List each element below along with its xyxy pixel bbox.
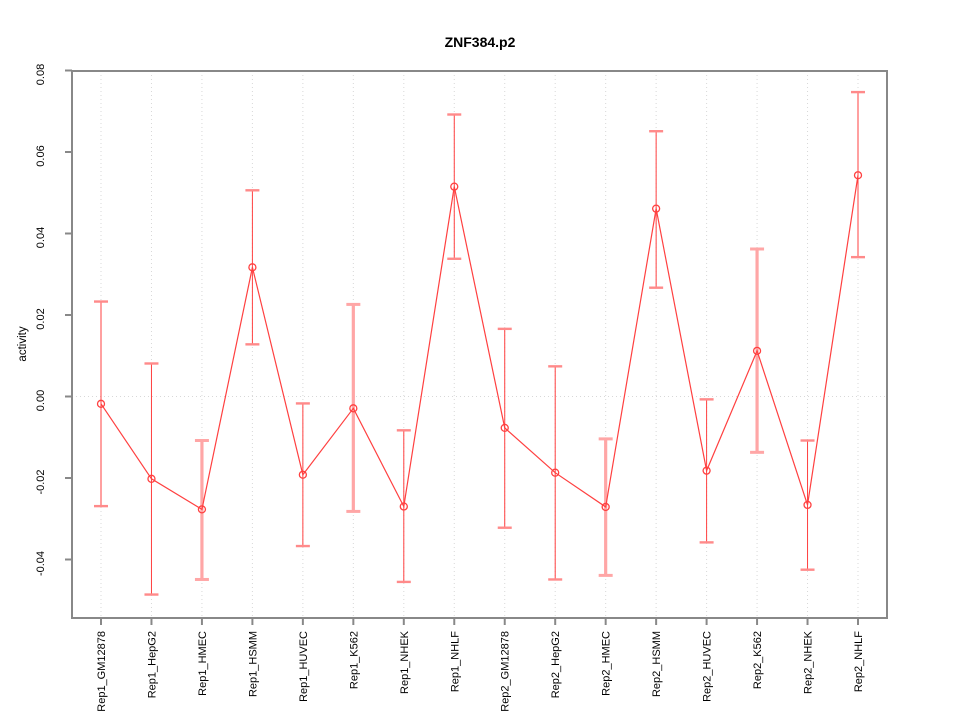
series-line xyxy=(100,175,859,511)
x-tick-label: Rep1_HUVEC xyxy=(298,631,310,702)
x-tick-label: Rep1_HepG2 xyxy=(146,631,158,698)
data-point-marker xyxy=(349,404,358,413)
y-tick-label: -0.04 xyxy=(35,551,47,576)
data-point-marker xyxy=(702,466,711,475)
data-point-marker xyxy=(147,474,156,483)
x-tick-label: Rep1_GM12878 xyxy=(96,631,108,712)
y-tick-label: -0.02 xyxy=(35,469,47,494)
data-point-marker xyxy=(399,502,408,511)
data-point-marker xyxy=(651,204,661,213)
y-axis-label: activity xyxy=(17,326,29,361)
data-point-marker xyxy=(450,182,459,191)
data-point-marker xyxy=(96,399,106,408)
x-tick-label: Rep2_HSMM xyxy=(651,631,663,697)
x-tick-label: Rep2_GM12878 xyxy=(500,631,512,712)
y-tick-label: 0.06 xyxy=(35,145,47,166)
data-point-marker xyxy=(803,500,812,510)
x-tick-label: Rep1_K562 xyxy=(348,631,360,689)
data-point-marker xyxy=(551,468,560,477)
data-point-marker xyxy=(500,423,509,433)
data-point-marker xyxy=(853,171,863,180)
plot-area: 0.08 0.06 0.04 0.02 0.00 -0.02 -0.04 Rep1_GM128… xyxy=(35,64,888,712)
y-tick-label: 0.00 xyxy=(35,390,47,411)
y-tick-label: 0.04 xyxy=(35,227,47,248)
data-point-marker xyxy=(298,470,308,479)
x-tick-label: Rep1_HMEC xyxy=(197,631,209,696)
y-tick-label: 0.08 xyxy=(35,64,47,85)
data-point-marker xyxy=(197,505,207,514)
x-tick-label: Rep2_K562 xyxy=(752,631,764,689)
data-point-marker xyxy=(601,502,610,512)
plot-box xyxy=(71,70,888,619)
chart-title: ZNF384.p2 xyxy=(445,34,516,50)
x-tick-label: Rep2_HepG2 xyxy=(550,631,562,698)
x-tick-label: Rep1_NHLF xyxy=(449,631,461,692)
x-tick-label: Rep2_NHLF xyxy=(853,631,865,692)
data-point-marker xyxy=(752,346,762,356)
x-tick-label: Rep1_HSMM xyxy=(247,631,259,697)
x-tick-label: Rep1_NHEK xyxy=(399,630,411,694)
x-tick-label: Rep2_HMEC xyxy=(601,631,613,696)
x-tick-label: Rep2_HUVEC xyxy=(702,631,714,702)
y-tick-label: 0.02 xyxy=(35,308,47,329)
x-tick-label: Rep2_NHEK xyxy=(803,630,815,694)
data-point-marker xyxy=(248,263,257,272)
